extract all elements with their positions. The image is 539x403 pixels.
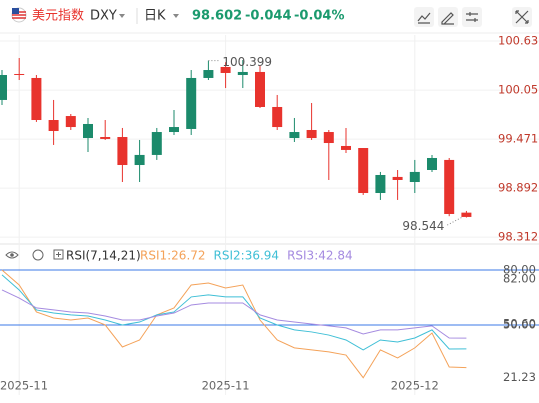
candle-body [31,77,42,121]
rsi-tick-label: 50.60 [503,316,536,330]
settings-button[interactable] [462,7,482,27]
rsi-line [1,289,467,339]
visibility-icon[interactable] [5,251,19,259]
symbol[interactable]: DXY [90,9,117,24]
flag-canton [12,8,19,14]
y-tick-label: 99.471 [498,132,538,146]
draw-icon [441,12,454,25]
candle-body [186,77,197,129]
candle-body [83,123,93,139]
candle-body [151,132,162,155]
indicator-button[interactable] [414,7,434,27]
rsi-tick-label: 21.23 [503,370,536,384]
candle-body [461,212,472,217]
rsi-header: RSI(7,14,21) [5,249,141,263]
candle-body [427,157,437,171]
candle-body [48,120,59,132]
candle-body [0,75,7,100]
y-tick-label: 100.051 [498,83,539,97]
candle-body [323,132,334,144]
indicator-title: RSI(7,14,21) [66,249,141,263]
rsi-tick-label: 80.00 [503,262,536,276]
candle-body [169,127,179,133]
price: 98.602 [192,9,242,24]
candle-body [220,66,231,73]
candle-body [272,106,283,128]
x-tick-label: 2025-12 [391,379,439,393]
candle-body [358,148,369,194]
candle-body [100,137,111,139]
max-label: 100.399 [222,55,272,69]
header: 美元指数 DXY 日K 98.602 -0.044 -0.04% [0,7,539,34]
candle-body [203,70,214,78]
candle-body [117,137,128,166]
candle-body [306,129,317,139]
legend-entry: RSI1:26.72 [140,249,206,263]
candle-body [289,132,300,139]
expand-icon[interactable] [53,249,64,260]
legend-entry: RSI2:36.94 [214,249,280,263]
candle-body [375,174,386,194]
change: -0.044 [245,9,292,24]
min-leader [446,217,462,226]
candle-body [65,116,76,128]
visibility-dot [10,253,14,257]
instrument-name[interactable]: 美元指数 [32,9,84,24]
legend-entry: RSI3:42.84 [287,249,353,263]
dropdown-icon[interactable] [119,14,125,18]
expand-plus [56,252,61,257]
rsi-line [1,274,467,351]
candle-body [14,73,25,75]
candle-body [134,154,145,166]
fullscreen-icon [515,10,529,24]
indicator-icon [417,12,431,24]
rsi-line [1,269,467,379]
rsi-tick-label: 50.00 [503,317,536,331]
settings-icon [466,12,478,22]
y-tick-label: 98.312 [498,230,538,244]
x-tick-label: 2025-11 [202,379,250,393]
dropdown-icon[interactable] [173,14,179,18]
candle-body [237,71,248,76]
period[interactable]: 日K [144,9,166,24]
candle-body [409,171,420,183]
y-tick-label: 98.892 [498,181,538,195]
candle-body [392,176,403,180]
draw-button[interactable] [438,7,458,27]
change-pct: -0.04% [294,9,345,24]
settings-icon[interactable] [32,249,44,261]
rsi-tick-label: 82.00 [503,271,536,285]
x-tick-label: 2025-11 [0,379,48,393]
candle-body [341,145,351,150]
candle-body [444,159,455,214]
min-label: 98.544 [402,219,444,233]
candle-body [255,71,265,107]
y-tick-label: 100.631 [498,34,539,48]
